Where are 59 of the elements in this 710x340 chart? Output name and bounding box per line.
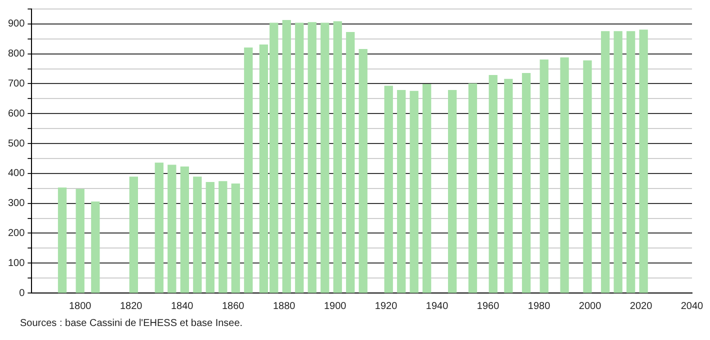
bar <box>168 164 176 293</box>
bar <box>504 78 513 293</box>
bar <box>626 31 636 293</box>
bar <box>422 84 432 293</box>
x-tick-label: 1920 <box>374 300 398 312</box>
y-tick-label: 500 <box>8 138 26 150</box>
y-tick-label: 200 <box>8 228 26 239</box>
x-tick-label: 1840 <box>170 300 194 312</box>
bar <box>76 188 84 293</box>
bar <box>91 201 100 293</box>
bar <box>308 22 316 293</box>
bar <box>468 83 478 293</box>
x-tick-label: 1800 <box>69 300 92 312</box>
bar <box>410 90 418 293</box>
bar <box>488 75 498 293</box>
bar <box>639 30 648 293</box>
bar <box>346 32 355 293</box>
y-tick-label: 100 <box>8 258 26 269</box>
y-tick-label: 800 <box>8 48 26 60</box>
x-tick-label: 1960 <box>476 300 500 312</box>
y-tick-label: 900 <box>8 18 26 30</box>
bar <box>206 182 214 293</box>
bar <box>358 49 368 293</box>
bar <box>231 184 240 293</box>
bar <box>540 59 548 293</box>
x-tick-label: 2040 <box>680 300 704 312</box>
bar <box>560 57 569 293</box>
x-tick-label: 1860 <box>222 300 245 312</box>
bar <box>397 90 406 293</box>
bar <box>295 22 304 293</box>
x-tick-label: 1980 <box>528 300 551 312</box>
x-tick-label: 1820 <box>120 300 143 312</box>
bar <box>583 60 592 293</box>
y-tick-label: 600 <box>8 108 26 120</box>
bar <box>154 162 164 293</box>
bar <box>600 31 610 293</box>
bar <box>614 31 622 293</box>
bar <box>333 21 342 293</box>
bar <box>218 181 228 293</box>
bar <box>320 22 330 293</box>
bar <box>522 72 531 293</box>
source-note: Sources : base Cassini de l'EHESS et base Insee. <box>20 318 243 329</box>
x-tick-label: 2020 <box>630 300 653 312</box>
bar <box>193 176 202 293</box>
y-tick-label: 300 <box>8 198 26 210</box>
bar <box>129 176 138 293</box>
x-tick-label: 1880 <box>272 300 296 312</box>
y-tick-label: 700 <box>8 78 26 90</box>
bar <box>244 48 253 293</box>
y-tick-label: 400 <box>8 168 26 180</box>
x-tick-label: 1940 <box>426 300 449 312</box>
bar <box>384 86 393 293</box>
x-tick-label: 1900 <box>324 300 347 312</box>
x-tick-label: 2000 <box>578 300 602 312</box>
bar <box>448 90 457 293</box>
bar <box>180 166 189 293</box>
bar <box>58 187 67 293</box>
y-tick-label: 0 <box>19 288 26 299</box>
bar <box>282 20 291 293</box>
